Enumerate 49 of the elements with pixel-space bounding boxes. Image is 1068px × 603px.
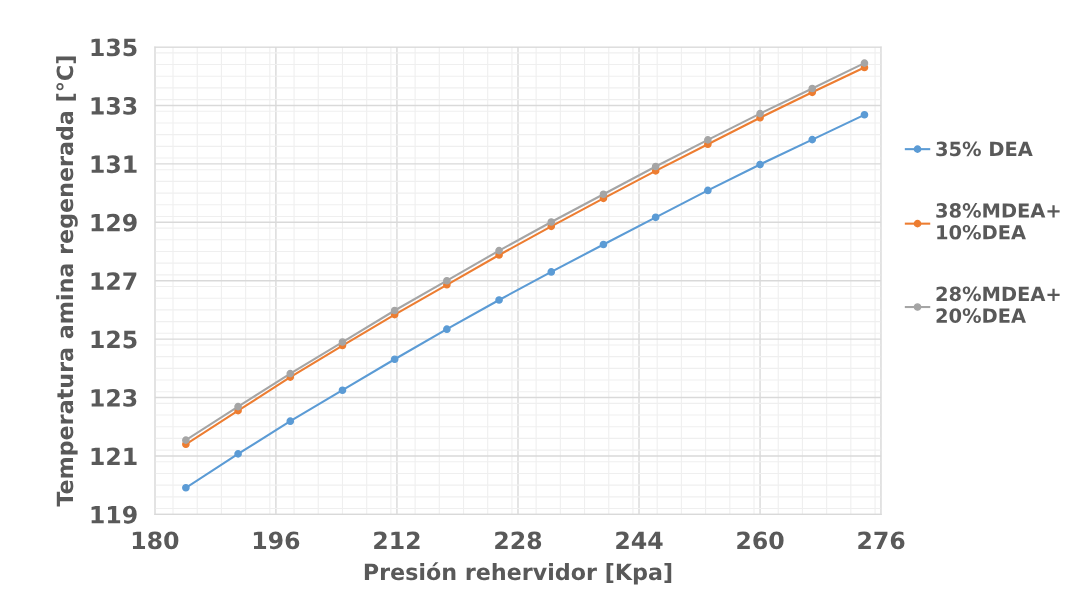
- x-tick-label: 260: [737, 531, 784, 550]
- point: [286, 369, 295, 378]
- point: [756, 109, 764, 118]
- y-tick-label: 135: [91, 38, 137, 57]
- point: [390, 355, 399, 364]
- x-tick-label: 276: [858, 531, 905, 550]
- point: [338, 386, 347, 395]
- point: [286, 417, 295, 426]
- point: [651, 162, 660, 171]
- point: [234, 402, 242, 411]
- y-tick-label: 133: [91, 96, 137, 115]
- point: [234, 450, 242, 458]
- point: [704, 186, 712, 195]
- point: [599, 240, 608, 249]
- point: [860, 110, 869, 119]
- y-tick-label: 127: [91, 272, 137, 290]
- point: [390, 306, 399, 315]
- point: [599, 190, 608, 199]
- point: [495, 246, 503, 255]
- point: [495, 296, 503, 304]
- x-tick-label: 228: [495, 531, 542, 550]
- point: [182, 436, 190, 444]
- y-tick-label: 129: [91, 213, 137, 232]
- legend-label: 38%MDEA+ 10%DEA: [936, 203, 1060, 240]
- point: [443, 325, 451, 334]
- x-tick-label: 212: [374, 531, 420, 549]
- x-axis-title: Presión rehervidor [Kpa]: [364, 562, 672, 585]
- y-tick-label: 131: [91, 155, 137, 174]
- y-tick-label: 121: [91, 447, 137, 465]
- point: [547, 268, 556, 276]
- x-tick-label: 244: [616, 531, 663, 549]
- point: [443, 276, 451, 285]
- point: [547, 218, 556, 226]
- point: [182, 483, 190, 492]
- point: [338, 338, 347, 346]
- y-tick-label: 123: [91, 388, 137, 407]
- x-tick-label: 180: [132, 531, 179, 550]
- point: [756, 160, 764, 169]
- point: [808, 84, 817, 93]
- y-axis-title: Temperatura amina regenerada [°C]: [56, 56, 78, 507]
- x-tick-label: 196: [253, 531, 300, 550]
- point: [651, 213, 660, 222]
- point: [860, 59, 869, 67]
- point: [704, 136, 712, 144]
- y-tick-label: 125: [91, 330, 137, 349]
- legend-label: 28%MDEA+ 20%DEA: [936, 286, 1060, 323]
- legend-label: 35% DEA: [936, 141, 1033, 157]
- point: [808, 135, 817, 144]
- y-tick-label: 119: [91, 505, 137, 524]
